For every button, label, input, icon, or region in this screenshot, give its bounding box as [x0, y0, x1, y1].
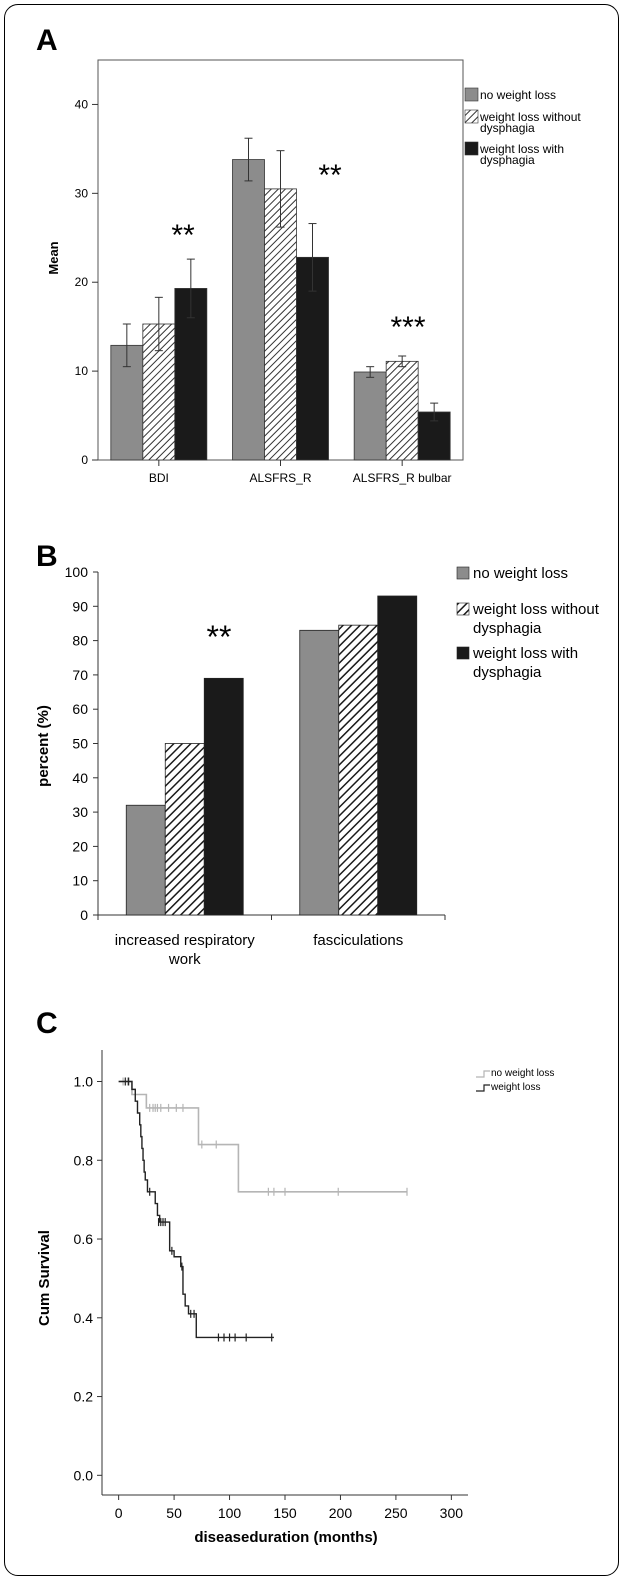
chart-b-y-tick-label: 30 — [72, 804, 88, 820]
chart-b-y-tick-label: 100 — [65, 564, 89, 580]
chart-c-x-axis: 0 50 100 150 200 250 300 — [115, 1495, 464, 1521]
chart-b-bar — [125, 804, 166, 916]
chart-a-bar — [353, 371, 387, 461]
chart-b-y-tick-label: 20 — [72, 838, 88, 854]
chart-a-bar — [232, 159, 265, 461]
chart-b-legend-swatch — [456, 646, 470, 660]
chart-c-x-tick-label: 0 — [115, 1505, 123, 1521]
chart-b-bars — [125, 595, 418, 916]
survival-curve-weight-loss — [118, 1080, 274, 1339]
chart-a-legend-label: weight loss with — [479, 142, 564, 156]
chart-a-legend-label: dysphagia — [480, 153, 535, 167]
chart-b-legend-label: dysphagia — [473, 620, 542, 637]
chart-b-legend-label: dysphagia — [473, 664, 542, 681]
chart-a-legend-swatch — [464, 109, 479, 124]
chart-b-y-tick-label: 60 — [72, 701, 88, 717]
chart-a-bars — [110, 137, 451, 461]
chart-a-bar — [385, 360, 419, 461]
chart-a-x-tick-label: ALSFRS_R bulbar — [353, 471, 452, 485]
chart-b-y-tick-label: 0 — [80, 907, 88, 923]
chart-b-legend: no weight loss weight loss without dysphag… — [456, 565, 600, 681]
chart-a-y-label: Mean — [46, 241, 61, 274]
chart-b-legend-swatch — [456, 566, 470, 580]
chart-c-y-tick-label: 0.2 — [74, 1389, 94, 1405]
chart-b-y-label: percent (%) — [35, 705, 52, 787]
chart-b-y-tick-label: 80 — [72, 633, 88, 649]
chart-b: 0 10 20 30 40 50 60 70 80 90 100 increased respira… — [35, 564, 600, 968]
chart-b-significance-label: ** — [207, 619, 232, 655]
survival-curve-no-weight-loss — [118, 1080, 407, 1193]
chart-a-significance-label: *** — [390, 311, 425, 344]
chart-c-y-axis: 0.0 0.2 0.4 0.6 0.8 1.0 — [74, 1074, 102, 1483]
chart-a-y-tick-label: 40 — [75, 97, 89, 111]
chart-a: 0 10 20 30 40 BDI ALSFRS_R ALSFRS_R bulbar Mea… — [46, 59, 581, 485]
panel-c-letter: C — [36, 1007, 58, 1040]
chart-a-x-axis: BDI ALSFRS_R ALSFRS_R bulbar — [149, 460, 452, 485]
chart-b-y-axis: 0 10 20 30 40 50 60 70 80 90 100 — [65, 564, 98, 923]
chart-a-significance-label: ** — [318, 159, 342, 192]
chart-b-bar — [299, 629, 340, 916]
chart-b-bar — [203, 677, 244, 916]
chart-c-y-tick-label: 1.0 — [74, 1074, 94, 1090]
chart-c-x-tick-label: 100 — [218, 1505, 242, 1521]
chart-b-bar — [377, 595, 418, 916]
chart-a-annotations: ******* — [171, 159, 426, 344]
chart-a-x-tick-label: BDI — [149, 471, 169, 485]
chart-b-x-tick-label: work — [168, 951, 201, 968]
chart-b-legend-label: no weight loss — [473, 565, 568, 582]
chart-a-legend-label: weight loss without — [479, 110, 581, 124]
chart-b-legend-label: weight loss with — [472, 645, 578, 662]
chart-a-legend-label: dysphagia — [480, 121, 535, 135]
chart-c-legend-swatch — [476, 1070, 490, 1078]
chart-a-legend-swatch — [464, 141, 479, 156]
chart-c-legend-label: no weight loss — [491, 1068, 554, 1079]
chart-a-y-tick-label: 10 — [75, 364, 89, 378]
chart-b-y-tick-label: 90 — [72, 598, 88, 614]
chart-b-x-axis: increased respiratory work fasciculations — [97, 915, 446, 968]
chart-c-legend-label: weight loss — [490, 1082, 540, 1093]
chart-c-y-tick-label: 0.0 — [74, 1467, 94, 1483]
chart-c-y-tick-label: 0.8 — [74, 1152, 94, 1168]
chart-a-bar — [264, 188, 297, 461]
chart-b-y-tick-label: 40 — [72, 770, 88, 786]
chart-b-legend-swatch — [456, 602, 470, 616]
chart-c-x-tick-label: 300 — [440, 1505, 464, 1521]
chart-a-y-tick-label: 0 — [81, 453, 88, 467]
panel-a-letter: A — [36, 24, 58, 57]
chart-b-annotations: ** — [207, 619, 232, 655]
chart-c-y-label: Cum Survival — [36, 1230, 53, 1326]
panel-b-letter: B — [36, 540, 58, 573]
chart-b-legend-label: weight loss without — [472, 601, 600, 618]
chart-b-y-tick-label: 10 — [72, 873, 88, 889]
chart-a-y-tick-label: 30 — [75, 186, 89, 200]
chart-b-y-tick-label: 70 — [72, 667, 88, 683]
chart-c-legend-swatch — [476, 1084, 490, 1092]
chart-b-bar — [164, 743, 205, 916]
chart-c-y-tick-label: 0.6 — [74, 1231, 94, 1247]
chart-b-bar — [338, 624, 379, 916]
chart-a-y-tick-label: 20 — [75, 275, 89, 289]
chart-a-y-axis: 0 10 20 30 40 — [75, 97, 98, 467]
chart-c-x-label: diseaseduration (months) — [194, 1529, 377, 1546]
chart-c-x-tick-label: 200 — [329, 1505, 353, 1521]
chart-c: 0.0 0.2 0.4 0.6 0.8 1.0 0 50 100 150 200 250 300 Cu… — [36, 1050, 554, 1546]
chart-a-legend-label: no weight loss — [480, 88, 556, 102]
chart-c-legend: no weight loss weight loss — [476, 1068, 554, 1093]
chart-c-x-tick-label: 50 — [166, 1505, 182, 1521]
chart-c-x-tick-label: 250 — [384, 1505, 408, 1521]
chart-a-significance-label: ** — [171, 219, 195, 252]
chart-b-x-tick-label: increased respiratory — [115, 932, 256, 949]
chart-c-y-tick-label: 0.4 — [74, 1310, 94, 1326]
chart-c-survival-curves — [118, 1077, 408, 1342]
chart-b-y-tick-label: 50 — [72, 736, 88, 752]
chart-a-legend-swatch — [464, 87, 479, 102]
chart-b-x-tick-label: fasciculations — [313, 932, 403, 949]
chart-a-x-tick-label: ALSFRS_R — [249, 471, 311, 485]
chart-c-axes — [101, 1050, 468, 1496]
chart-c-x-tick-label: 150 — [273, 1505, 297, 1521]
